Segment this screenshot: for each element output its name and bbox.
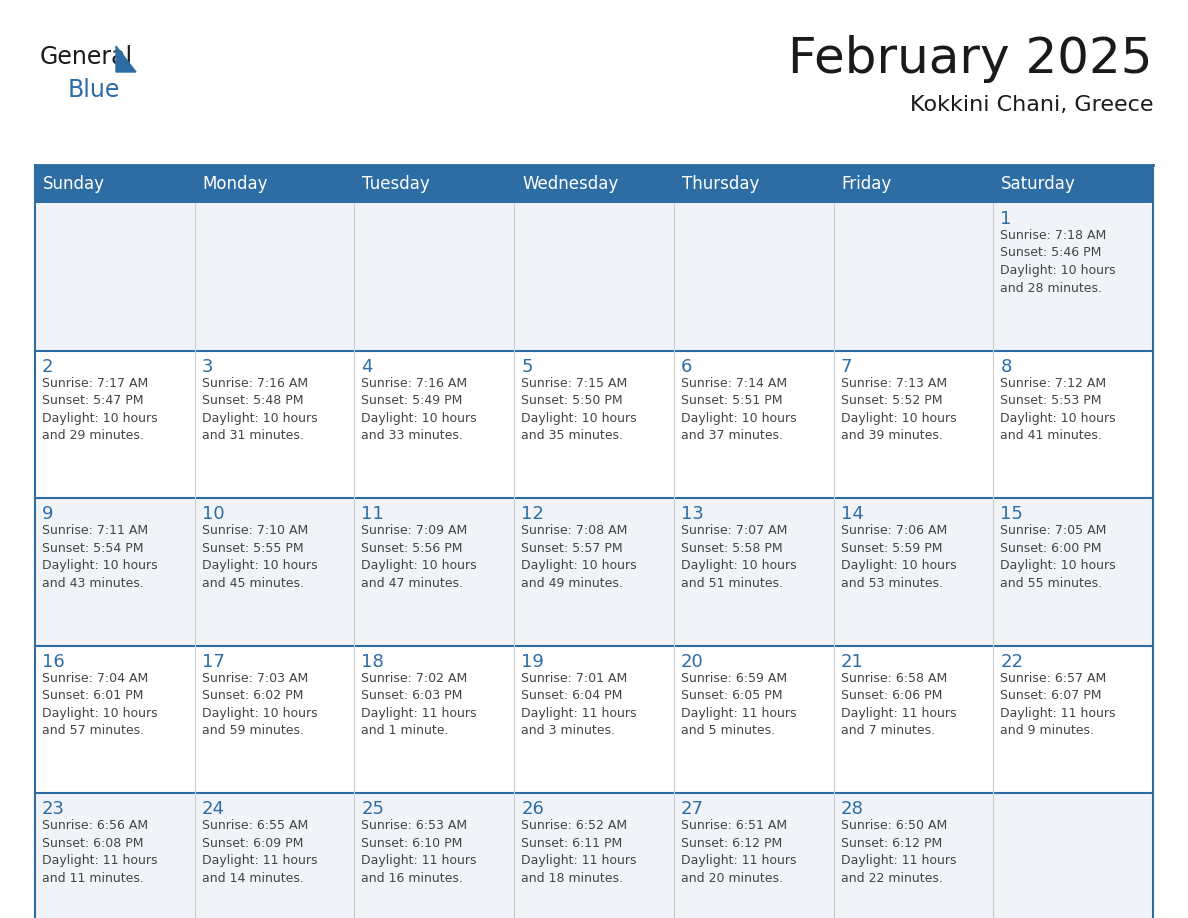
Text: Sunrise: 6:51 AM
Sunset: 6:12 PM
Daylight: 11 hours
and 20 minutes.: Sunrise: 6:51 AM Sunset: 6:12 PM Dayligh… xyxy=(681,820,796,885)
Text: 1: 1 xyxy=(1000,210,1012,228)
Text: 28: 28 xyxy=(841,800,864,819)
Text: Sunrise: 7:14 AM
Sunset: 5:51 PM
Daylight: 10 hours
and 37 minutes.: Sunrise: 7:14 AM Sunset: 5:51 PM Dayligh… xyxy=(681,376,796,442)
Text: Sunrise: 7:01 AM
Sunset: 6:04 PM
Daylight: 11 hours
and 3 minutes.: Sunrise: 7:01 AM Sunset: 6:04 PM Dayligh… xyxy=(522,672,637,737)
Text: 5: 5 xyxy=(522,358,532,375)
Text: Sunrise: 7:04 AM
Sunset: 6:01 PM
Daylight: 10 hours
and 57 minutes.: Sunrise: 7:04 AM Sunset: 6:01 PM Dayligh… xyxy=(42,672,158,737)
Text: 7: 7 xyxy=(841,358,852,375)
Text: 13: 13 xyxy=(681,505,703,523)
Text: 10: 10 xyxy=(202,505,225,523)
Text: 12: 12 xyxy=(522,505,544,523)
Text: Sunrise: 7:02 AM
Sunset: 6:03 PM
Daylight: 11 hours
and 1 minute.: Sunrise: 7:02 AM Sunset: 6:03 PM Dayligh… xyxy=(361,672,476,737)
Text: 24: 24 xyxy=(202,800,225,819)
Text: Sunrise: 7:09 AM
Sunset: 5:56 PM
Daylight: 10 hours
and 47 minutes.: Sunrise: 7:09 AM Sunset: 5:56 PM Dayligh… xyxy=(361,524,478,589)
Text: 26: 26 xyxy=(522,800,544,819)
Text: 6: 6 xyxy=(681,358,693,375)
Text: Sunrise: 7:08 AM
Sunset: 5:57 PM
Daylight: 10 hours
and 49 minutes.: Sunrise: 7:08 AM Sunset: 5:57 PM Dayligh… xyxy=(522,524,637,589)
Bar xyxy=(34,351,1154,498)
Text: Kokkini Chani, Greece: Kokkini Chani, Greece xyxy=(910,95,1154,115)
Text: Sunrise: 6:57 AM
Sunset: 6:07 PM
Daylight: 11 hours
and 9 minutes.: Sunrise: 6:57 AM Sunset: 6:07 PM Dayligh… xyxy=(1000,672,1116,737)
Bar xyxy=(34,645,1154,793)
Text: Monday: Monday xyxy=(203,175,268,193)
Text: Sunrise: 6:52 AM
Sunset: 6:11 PM
Daylight: 11 hours
and 18 minutes.: Sunrise: 6:52 AM Sunset: 6:11 PM Dayligh… xyxy=(522,820,637,885)
Text: 22: 22 xyxy=(1000,653,1023,671)
Text: 21: 21 xyxy=(841,653,864,671)
Text: Wednesday: Wednesday xyxy=(523,175,619,193)
Text: February 2025: February 2025 xyxy=(789,35,1154,83)
Text: 3: 3 xyxy=(202,358,213,375)
Text: Sunday: Sunday xyxy=(43,175,105,193)
Text: 2: 2 xyxy=(42,358,53,375)
Text: 16: 16 xyxy=(42,653,65,671)
Text: Sunrise: 6:56 AM
Sunset: 6:08 PM
Daylight: 11 hours
and 11 minutes.: Sunrise: 6:56 AM Sunset: 6:08 PM Dayligh… xyxy=(42,820,158,885)
Text: Thursday: Thursday xyxy=(682,175,759,193)
Text: 20: 20 xyxy=(681,653,703,671)
Text: Tuesday: Tuesday xyxy=(362,175,430,193)
Text: 9: 9 xyxy=(42,505,53,523)
Text: Sunrise: 6:50 AM
Sunset: 6:12 PM
Daylight: 11 hours
and 22 minutes.: Sunrise: 6:50 AM Sunset: 6:12 PM Dayligh… xyxy=(841,820,956,885)
Text: Sunrise: 7:10 AM
Sunset: 5:55 PM
Daylight: 10 hours
and 45 minutes.: Sunrise: 7:10 AM Sunset: 5:55 PM Dayligh… xyxy=(202,524,317,589)
Text: Sunrise: 7:13 AM
Sunset: 5:52 PM
Daylight: 10 hours
and 39 minutes.: Sunrise: 7:13 AM Sunset: 5:52 PM Dayligh… xyxy=(841,376,956,442)
Text: 27: 27 xyxy=(681,800,703,819)
Text: Sunrise: 6:58 AM
Sunset: 6:06 PM
Daylight: 11 hours
and 7 minutes.: Sunrise: 6:58 AM Sunset: 6:06 PM Dayligh… xyxy=(841,672,956,737)
Bar xyxy=(34,203,1154,351)
Text: Friday: Friday xyxy=(841,175,892,193)
Text: 17: 17 xyxy=(202,653,225,671)
Text: Blue: Blue xyxy=(68,78,120,102)
Text: Sunrise: 7:16 AM
Sunset: 5:49 PM
Daylight: 10 hours
and 33 minutes.: Sunrise: 7:16 AM Sunset: 5:49 PM Dayligh… xyxy=(361,376,478,442)
Text: 25: 25 xyxy=(361,800,385,819)
Text: Sunrise: 7:03 AM
Sunset: 6:02 PM
Daylight: 10 hours
and 59 minutes.: Sunrise: 7:03 AM Sunset: 6:02 PM Dayligh… xyxy=(202,672,317,737)
Text: Sunrise: 7:11 AM
Sunset: 5:54 PM
Daylight: 10 hours
and 43 minutes.: Sunrise: 7:11 AM Sunset: 5:54 PM Dayligh… xyxy=(42,524,158,589)
Text: 18: 18 xyxy=(361,653,384,671)
Text: Sunrise: 7:06 AM
Sunset: 5:59 PM
Daylight: 10 hours
and 53 minutes.: Sunrise: 7:06 AM Sunset: 5:59 PM Dayligh… xyxy=(841,524,956,589)
Text: General: General xyxy=(40,45,133,69)
Text: 4: 4 xyxy=(361,358,373,375)
Text: 15: 15 xyxy=(1000,505,1023,523)
Text: Sunrise: 7:17 AM
Sunset: 5:47 PM
Daylight: 10 hours
and 29 minutes.: Sunrise: 7:17 AM Sunset: 5:47 PM Dayligh… xyxy=(42,376,158,442)
Text: Sunrise: 7:16 AM
Sunset: 5:48 PM
Daylight: 10 hours
and 31 minutes.: Sunrise: 7:16 AM Sunset: 5:48 PM Dayligh… xyxy=(202,376,317,442)
Bar xyxy=(34,498,1154,645)
Text: 19: 19 xyxy=(522,653,544,671)
Text: 11: 11 xyxy=(361,505,384,523)
Text: Sunrise: 6:59 AM
Sunset: 6:05 PM
Daylight: 11 hours
and 5 minutes.: Sunrise: 6:59 AM Sunset: 6:05 PM Dayligh… xyxy=(681,672,796,737)
Text: Sunrise: 7:05 AM
Sunset: 6:00 PM
Daylight: 10 hours
and 55 minutes.: Sunrise: 7:05 AM Sunset: 6:00 PM Dayligh… xyxy=(1000,524,1116,589)
Bar xyxy=(34,793,1154,918)
Text: Sunrise: 7:12 AM
Sunset: 5:53 PM
Daylight: 10 hours
and 41 minutes.: Sunrise: 7:12 AM Sunset: 5:53 PM Dayligh… xyxy=(1000,376,1116,442)
Text: Sunrise: 6:55 AM
Sunset: 6:09 PM
Daylight: 11 hours
and 14 minutes.: Sunrise: 6:55 AM Sunset: 6:09 PM Dayligh… xyxy=(202,820,317,885)
Text: 14: 14 xyxy=(841,505,864,523)
Text: Sunrise: 7:18 AM
Sunset: 5:46 PM
Daylight: 10 hours
and 28 minutes.: Sunrise: 7:18 AM Sunset: 5:46 PM Dayligh… xyxy=(1000,229,1116,295)
Text: Sunrise: 7:15 AM
Sunset: 5:50 PM
Daylight: 10 hours
and 35 minutes.: Sunrise: 7:15 AM Sunset: 5:50 PM Dayligh… xyxy=(522,376,637,442)
Text: Sunrise: 7:07 AM
Sunset: 5:58 PM
Daylight: 10 hours
and 51 minutes.: Sunrise: 7:07 AM Sunset: 5:58 PM Dayligh… xyxy=(681,524,796,589)
Text: 23: 23 xyxy=(42,800,65,819)
Bar xyxy=(34,165,1154,203)
Text: 8: 8 xyxy=(1000,358,1012,375)
Text: Saturday: Saturday xyxy=(1001,175,1076,193)
Text: Sunrise: 6:53 AM
Sunset: 6:10 PM
Daylight: 11 hours
and 16 minutes.: Sunrise: 6:53 AM Sunset: 6:10 PM Dayligh… xyxy=(361,820,476,885)
Polygon shape xyxy=(116,46,135,72)
